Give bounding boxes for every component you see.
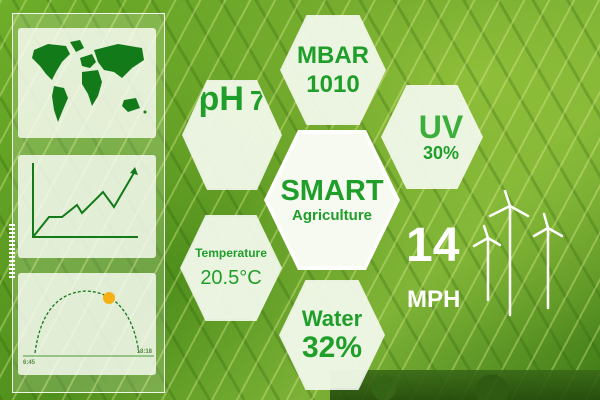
uv-value: 30% (422, 143, 460, 164)
sun-path-card: 6:45 18:18 (18, 273, 156, 375)
pressure-hex: MBAR 1010 (280, 15, 386, 125)
temperature-value: 20.5°C (200, 266, 262, 289)
wind-speed-unit: MPH (407, 286, 461, 313)
sunset-time: 18:18 (136, 349, 152, 355)
uv-hex: UV 30% (381, 85, 483, 189)
pressure-label: MBAR (297, 41, 369, 69)
wind-turbine-icon (472, 190, 564, 317)
line-chart-icon (32, 163, 138, 238)
sun-arc-icon (23, 290, 154, 357)
tree-line (330, 370, 600, 400)
world-map-card (18, 28, 156, 138)
ph-hex: pH 7 (182, 80, 282, 190)
uv-label: UV (418, 108, 464, 145)
temperature-label: Temperature (195, 246, 267, 261)
temperature-hex: Temperature 20.5°C (180, 215, 282, 321)
world-map-icon (32, 40, 147, 122)
sunrise-time: 6:45 (23, 360, 36, 366)
ph-label: pH (198, 80, 244, 118)
center-subtitle: Agriculture (291, 207, 372, 225)
water-label: Water (301, 305, 363, 331)
smart-agriculture-hex: SMART Agriculture (264, 130, 400, 270)
water-value: 32% (301, 330, 363, 364)
growth-chart-card (18, 155, 156, 258)
wind-speed-value: 14 (406, 219, 460, 272)
ph-value: 7 (249, 85, 266, 116)
center-title: SMART (280, 174, 384, 207)
pressure-value: 1010 (306, 71, 360, 98)
scroll-ticks (9, 224, 15, 278)
